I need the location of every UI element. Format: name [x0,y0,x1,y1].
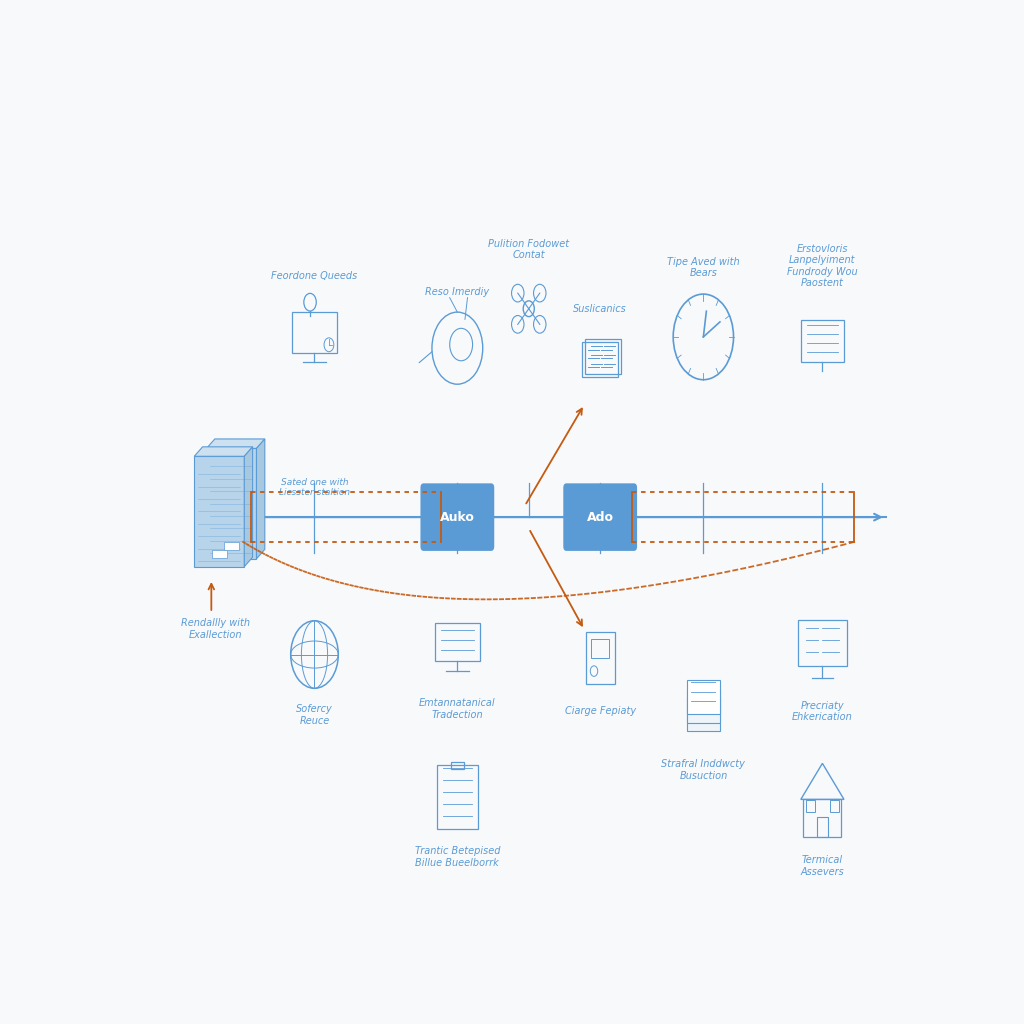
Polygon shape [245,446,253,566]
FancyBboxPatch shape [224,543,239,550]
FancyBboxPatch shape [421,483,495,551]
FancyBboxPatch shape [563,483,637,551]
Text: Pulition Fodowet
Contat: Pulition Fodowet Contat [488,239,569,260]
Polygon shape [207,449,256,559]
FancyBboxPatch shape [687,697,720,731]
Text: Reso Imerdiy: Reso Imerdiy [425,288,489,298]
Text: Emtannatanical
Tradection: Emtannatanical Tradection [419,698,496,720]
FancyBboxPatch shape [687,680,720,715]
Text: Tipe Aved with
Bears: Tipe Aved with Bears [667,257,739,279]
Polygon shape [256,439,265,559]
Text: Auko: Auko [440,511,475,523]
Text: Trantic Betepised
Billue Bueelborrk: Trantic Betepised Billue Bueelborrk [415,846,500,867]
Polygon shape [207,439,265,449]
FancyBboxPatch shape [687,689,720,723]
Text: Sofercy
Reuce: Sofercy Reuce [296,705,333,726]
Text: Rendallly with
Exallection: Rendallly with Exallection [181,618,250,640]
Polygon shape [195,457,245,566]
Text: Precriaty
Ehkerication: Precriaty Ehkerication [792,700,853,722]
Text: Ciarge Fepiaty: Ciarge Fepiaty [564,707,636,717]
Text: Erstovloris
Lanpelyiment
Fundrody Wou
Paostent: Erstovloris Lanpelyiment Fundrody Wou Pa… [787,244,858,289]
Text: Suslicanics: Suslicanics [573,304,627,314]
Text: Termical
Assevers: Termical Assevers [801,855,844,877]
Polygon shape [195,446,253,457]
FancyBboxPatch shape [212,550,226,558]
Text: Ado: Ado [587,511,613,523]
Text: Feordone Queeds: Feordone Queeds [271,270,357,281]
Text: Sated one with
Licsster staltion: Sated one with Licsster staltion [279,477,350,497]
Text: Strafral Inddwcty
Busuction: Strafral Inddwcty Busuction [662,760,745,781]
